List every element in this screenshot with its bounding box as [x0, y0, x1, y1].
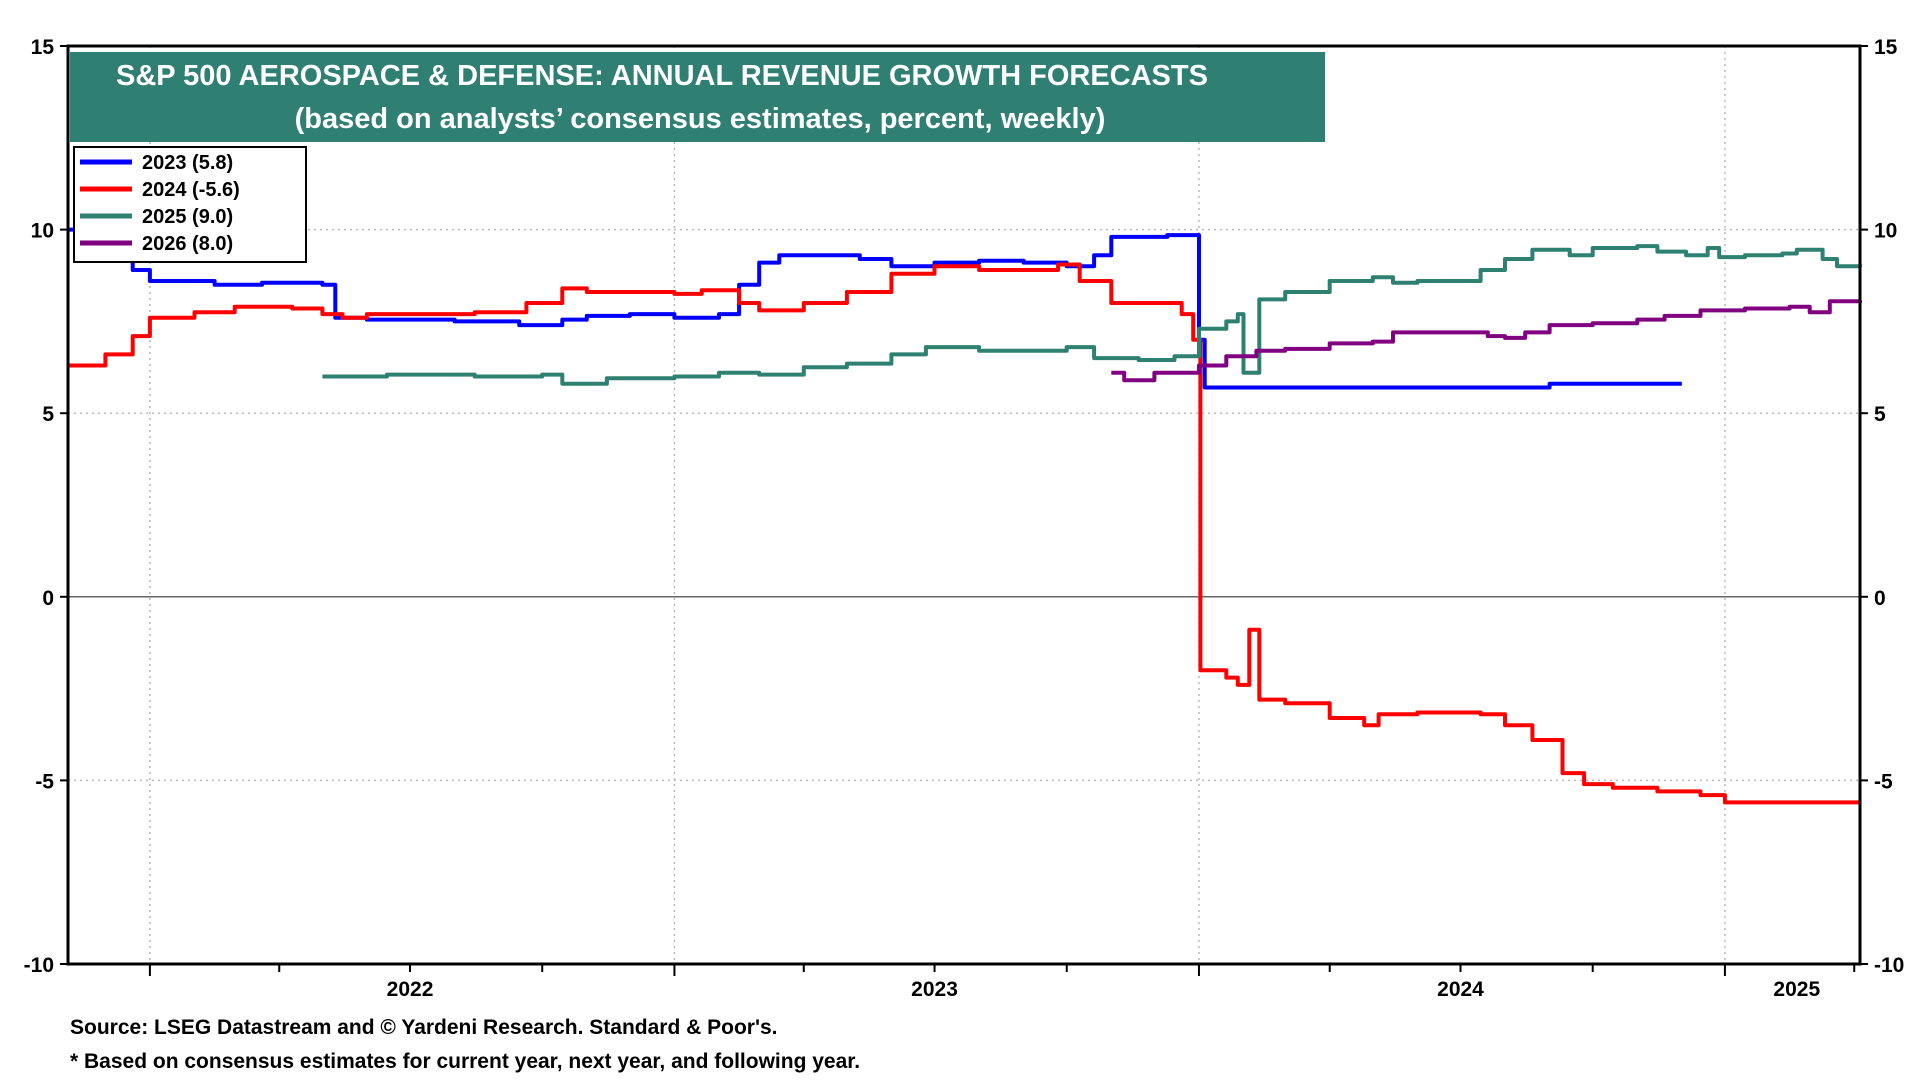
series-line	[68, 262, 1860, 805]
series-line	[1111, 299, 1862, 383]
x-year-label: 2025	[1773, 978, 1820, 1001]
left-y-tick-label: 0	[42, 587, 54, 610]
left-y-axis: 15 10 5 0 -5 -10	[24, 36, 68, 977]
right-y-tick-label: -10	[1874, 954, 1904, 977]
legend-label: 2025 (9.0)	[142, 206, 233, 228]
x-year-label: 2024	[1437, 978, 1484, 1001]
chart-title: S&P 500 AEROSPACE & DEFENSE: ANNUAL REVE…	[116, 60, 1208, 92]
grid-lines	[68, 46, 1860, 964]
left-y-tick-label: 5	[42, 403, 54, 426]
title-box: S&P 500 AEROSPACE & DEFENSE: ANNUAL REVE…	[70, 52, 1325, 142]
series-line	[322, 244, 1862, 386]
right-y-tick-label: 15	[1874, 36, 1898, 59]
right-y-axis: 15 10 5 0 -5 -10	[1860, 36, 1904, 977]
right-y-tick-label: 5	[1874, 403, 1886, 426]
left-y-tick-label: 15	[31, 36, 55, 59]
legend-label: 2024 (-5.6)	[142, 179, 240, 201]
x-year-label: 2023	[911, 978, 958, 1001]
right-y-tick-label: 0	[1874, 587, 1886, 610]
left-y-tick-label: -10	[24, 954, 54, 977]
legend-label: 2023 (5.8)	[142, 152, 233, 174]
right-y-tick-label: -5	[1874, 770, 1893, 793]
left-y-tick-label: -5	[35, 770, 54, 793]
title-background	[70, 52, 1325, 142]
footnote: * Based on consensus estimates for curre…	[70, 1050, 861, 1073]
series-lines	[68, 227, 1862, 805]
legend: 2023 (5.8) 2024 (-5.6) 2025 (9.0) 2026 (8.0…	[73, 146, 307, 263]
plot-frame	[66, 44, 1862, 966]
chart-subtitle: (based on analysts’ consensus estimates,…	[295, 103, 1106, 135]
legend-label: 2026 (8.0)	[142, 233, 233, 255]
right-y-tick-label: 10	[1874, 220, 1897, 243]
source-note: Source: LSEG Datastream and © Yardeni Re…	[70, 1016, 778, 1039]
x-axis: 2022 2023 2024 2025	[148, 964, 1856, 1001]
x-year-label: 2022	[387, 978, 434, 1001]
left-y-tick-label: 10	[31, 220, 54, 243]
